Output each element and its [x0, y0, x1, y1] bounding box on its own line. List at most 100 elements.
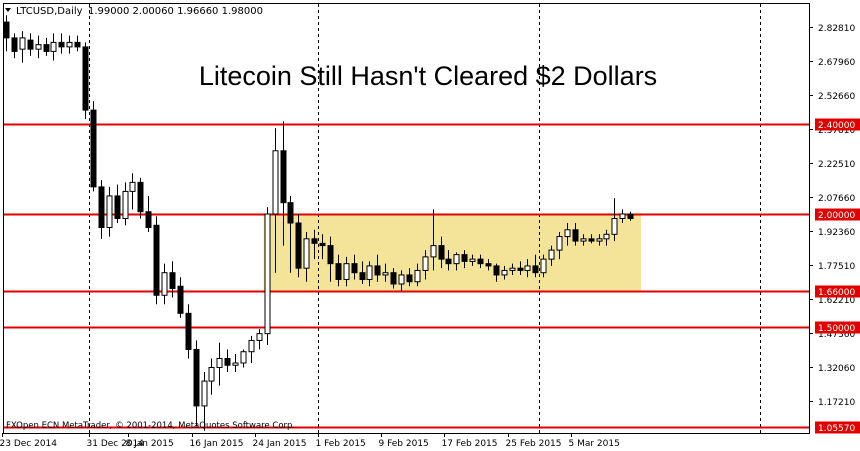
candle[interactable] — [169, 261, 176, 298]
candle[interactable] — [193, 340, 200, 427]
candle[interactable] — [27, 33, 34, 56]
candle[interactable] — [232, 353, 239, 373]
candle[interactable] — [129, 173, 136, 210]
candle-body-bullish — [343, 263, 350, 280]
candle[interactable] — [224, 349, 231, 373]
candle[interactable] — [256, 329, 263, 350]
candle[interactable] — [524, 259, 531, 278]
candle-body-bearish — [82, 46, 89, 111]
candle[interactable] — [145, 195, 152, 233]
candle[interactable] — [272, 128, 279, 273]
candle[interactable] — [11, 33, 18, 59]
candle[interactable] — [493, 263, 500, 282]
candle[interactable] — [74, 35, 81, 52]
candle-body-bullish — [556, 236, 563, 251]
candle[interactable] — [469, 254, 476, 266]
candle[interactable] — [556, 232, 563, 260]
candle[interactable] — [627, 211, 634, 221]
candle[interactable] — [335, 254, 342, 287]
candle[interactable] — [351, 254, 358, 280]
candle[interactable] — [264, 207, 271, 345]
consolidation-zone — [263, 213, 641, 291]
candle[interactable] — [588, 234, 595, 244]
collapse-triangle-icon[interactable] — [5, 8, 11, 12]
candle[interactable] — [216, 342, 223, 386]
candle[interactable] — [453, 252, 460, 271]
candle[interactable] — [438, 236, 445, 269]
candle-body-bullish — [201, 380, 208, 407]
candle[interactable] — [406, 268, 413, 287]
price-level-tag — [815, 208, 860, 221]
candle[interactable] — [90, 101, 97, 192]
candle[interactable] — [287, 195, 294, 273]
candle[interactable] — [177, 277, 184, 318]
candle[interactable] — [201, 372, 208, 431]
candle[interactable] — [35, 35, 42, 59]
candle[interactable] — [319, 234, 326, 260]
candle[interactable] — [343, 256, 350, 287]
candle[interactable] — [611, 198, 618, 242]
candle[interactable] — [564, 223, 571, 246]
candle[interactable] — [280, 121, 287, 246]
candle[interactable] — [532, 254, 539, 278]
candle[interactable] — [303, 232, 310, 282]
candle-body-bearish — [438, 245, 445, 260]
candle-body-bullish — [611, 218, 618, 235]
candle[interactable] — [477, 254, 484, 269]
candle[interactable] — [603, 229, 610, 246]
candle-body-bearish — [532, 265, 539, 274]
candle[interactable] — [311, 229, 318, 260]
candle[interactable] — [137, 177, 144, 219]
candle-body-bullish — [509, 267, 516, 271]
candle[interactable] — [572, 223, 579, 246]
candle[interactable] — [596, 234, 603, 246]
candle-body-bullish — [232, 362, 239, 366]
price-level-tag — [815, 421, 860, 434]
candle[interactable] — [548, 245, 555, 266]
candle[interactable] — [398, 270, 405, 291]
candle[interactable] — [122, 182, 129, 226]
candle[interactable] — [3, 15, 10, 52]
candle[interactable] — [185, 304, 192, 359]
candle[interactable] — [485, 259, 492, 271]
candle[interactable] — [114, 184, 121, 224]
candle[interactable] — [58, 33, 65, 54]
candle[interactable] — [366, 261, 373, 287]
candle[interactable] — [248, 335, 255, 364]
candle[interactable] — [517, 261, 524, 275]
y-axis-tick-label: 2.22510 — [818, 160, 855, 170]
candle[interactable] — [461, 250, 468, 269]
candle[interactable] — [327, 236, 334, 282]
candle[interactable] — [580, 234, 587, 246]
candle[interactable] — [430, 209, 437, 271]
candle[interactable] — [374, 254, 381, 282]
candle[interactable] — [382, 263, 389, 282]
candle[interactable] — [619, 209, 626, 224]
candle[interactable] — [445, 250, 452, 271]
candle[interactable] — [19, 31, 26, 63]
candle[interactable] — [295, 213, 302, 278]
candle[interactable] — [161, 263, 168, 305]
candle[interactable] — [540, 254, 547, 278]
candle[interactable] — [82, 42, 89, 120]
candle[interactable] — [106, 186, 113, 237]
candle[interactable] — [50, 33, 57, 61]
candle[interactable] — [414, 263, 421, 287]
candle[interactable] — [422, 250, 429, 280]
candle[interactable] — [359, 261, 366, 284]
price-level-tag-label: 2.40000 — [818, 121, 855, 131]
candle[interactable] — [98, 180, 105, 239]
candle-body-bullish — [596, 238, 603, 242]
candle[interactable] — [43, 37, 50, 56]
candle[interactable] — [66, 35, 73, 54]
candle[interactable] — [390, 268, 397, 289]
candle[interactable] — [208, 358, 215, 395]
candle[interactable] — [501, 265, 508, 280]
candle-body-bullish — [129, 181, 136, 192]
candle-body-bearish — [137, 181, 144, 213]
candle-body-bullish — [422, 256, 429, 271]
candle[interactable] — [153, 216, 160, 305]
candle[interactable] — [240, 349, 247, 368]
candle[interactable] — [509, 263, 516, 275]
